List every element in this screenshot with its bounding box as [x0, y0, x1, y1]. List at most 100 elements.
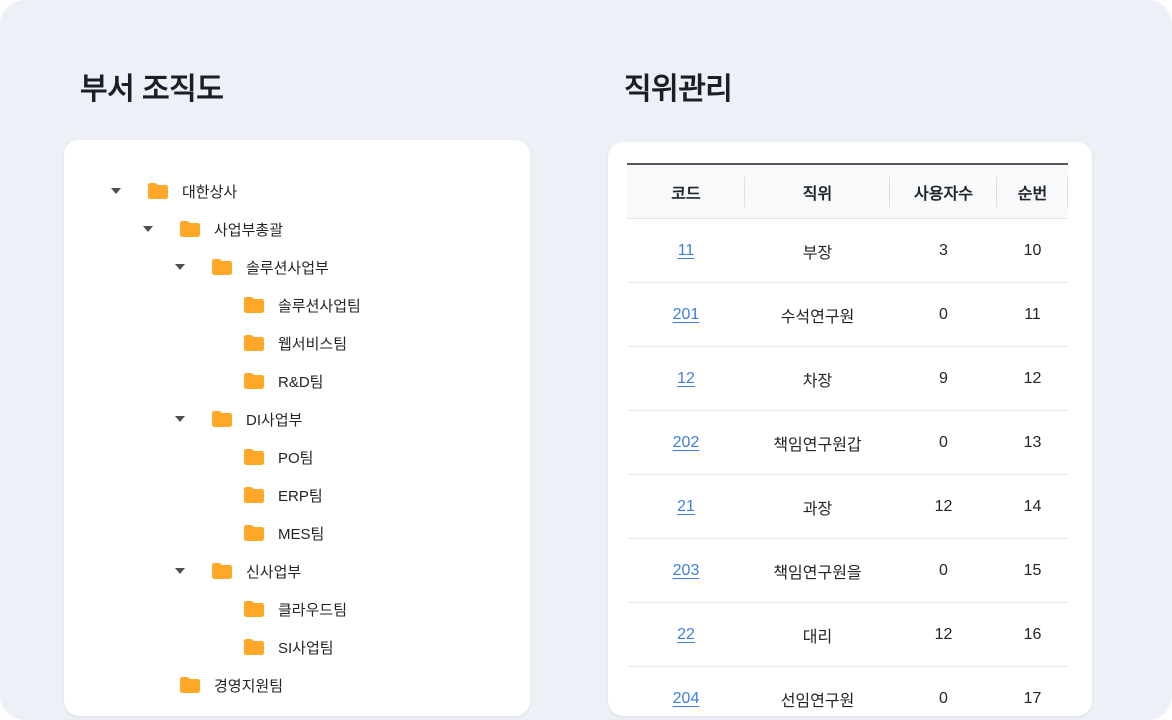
positions-table: 코드 직위 사용자수 순번 11 부장 3 10 201 수석연구원 0 11 12 …: [627, 163, 1068, 716]
tree-item[interactable]: SI사업팀: [64, 628, 530, 666]
table-cell-users: 0: [939, 689, 948, 707]
table-cell-code: 22: [627, 626, 745, 644]
table-cell-position: 대리: [802, 628, 833, 646]
table-cell-order: 10: [1023, 241, 1042, 259]
tree-item-label: PO팀: [278, 449, 314, 467]
table-row: 202 책임연구원갑 0 13: [627, 411, 1068, 475]
tree-item-label: 대한상사: [182, 183, 238, 201]
folder-icon: [244, 639, 264, 655]
table-cell-users: 3: [939, 241, 948, 259]
tree-item-label: MES팀: [278, 525, 325, 543]
table-cell-code: 12: [627, 370, 745, 388]
code-link[interactable]: 204: [672, 689, 700, 707]
tree-item-label: 신사업부: [246, 563, 302, 581]
folder-icon: [212, 563, 232, 579]
tree-item[interactable]: 경영지원팀: [64, 666, 530, 704]
tree-item-label: SI사업팀: [278, 639, 334, 657]
table-cell-position: 책임연구원갑: [773, 436, 862, 454]
table-cell-order: 16: [1023, 625, 1042, 643]
folder-icon: [244, 601, 264, 617]
table-cell-users: 9: [939, 369, 948, 387]
table-cell-users: 0: [939, 433, 948, 451]
caret-down-icon[interactable]: [172, 264, 188, 270]
table-cell-order: 11: [1024, 305, 1041, 323]
table-row: 12 차장 9 12: [627, 347, 1068, 411]
tree-item[interactable]: 대한상사: [64, 172, 530, 210]
table-row: 201 수석연구원 0 11: [627, 283, 1068, 347]
table-cell-users: 0: [939, 305, 948, 323]
table-cell-position: 부장: [802, 244, 833, 262]
tree-item[interactable]: 신사업부: [64, 552, 530, 590]
folder-icon: [180, 677, 200, 693]
department-tree: 대한상사 사업부총괄 솔루션사업부 솔루션사업팀: [64, 140, 530, 704]
folder-icon: [244, 297, 264, 313]
code-link[interactable]: 203: [672, 561, 700, 579]
code-link[interactable]: 11: [677, 241, 695, 259]
caret-down-icon[interactable]: [140, 226, 156, 232]
tree-item-label: 솔루션사업부: [246, 259, 329, 277]
table-row: 11 부장 3 10: [627, 219, 1068, 283]
table-cell-position: 차장: [802, 372, 833, 390]
tree-item[interactable]: R&D팀: [64, 362, 530, 400]
tree-item[interactable]: MES팀: [64, 514, 530, 552]
folder-icon: [212, 259, 232, 275]
table-cell-code: 11: [627, 242, 745, 260]
tree-item[interactable]: 클라우드팀: [64, 590, 530, 628]
folder-icon: [212, 411, 232, 427]
table-header-cell: 코드: [627, 180, 745, 204]
table-cell-position: 책임연구원을: [773, 564, 862, 582]
table-cell-order: 15: [1023, 561, 1042, 579]
code-link[interactable]: 21: [677, 497, 695, 515]
position-table-card: 코드 직위 사용자수 순번 11 부장 3 10 201 수석연구원 0 11 12 …: [608, 142, 1092, 716]
tree-item-label: ERP팀: [278, 487, 323, 505]
caret-down-icon[interactable]: [172, 416, 188, 422]
tree-item-label: 솔루션사업팀: [278, 297, 361, 315]
tree-item-label: 클라우드팀: [278, 601, 348, 619]
tree-item-label: R&D팀: [278, 373, 324, 391]
code-link[interactable]: 201: [672, 305, 700, 323]
table-header-cell: 직위: [745, 180, 890, 204]
caret-down-icon[interactable]: [108, 188, 124, 194]
table-cell-order: 13: [1023, 433, 1042, 451]
table-cell-code: 201: [627, 306, 745, 324]
folder-icon: [244, 449, 264, 465]
table-row: 204 선임연구원 0 17: [627, 667, 1068, 716]
folder-icon: [148, 183, 168, 199]
tree-item[interactable]: ERP팀: [64, 476, 530, 514]
table-header-cell: 순번: [997, 180, 1068, 204]
department-tree-card: 대한상사 사업부총괄 솔루션사업부 솔루션사업팀: [64, 140, 530, 716]
table-cell-position: 선임연구원: [780, 692, 855, 710]
table-header-row: 코드 직위 사용자수 순번: [627, 165, 1068, 219]
folder-icon: [244, 525, 264, 541]
table-cell-position: 수석연구원: [780, 308, 855, 326]
tree-item-label: 사업부총괄: [214, 221, 284, 239]
table-cell-order: 12: [1023, 369, 1042, 387]
table-header-cell: 사용자수: [890, 180, 997, 204]
code-link[interactable]: 22: [677, 625, 695, 643]
code-link[interactable]: 202: [672, 433, 700, 451]
tree-item[interactable]: 솔루션사업부: [64, 248, 530, 286]
table-cell-code: 21: [627, 498, 745, 516]
table-cell-position: 과장: [802, 500, 833, 518]
table-cell-users: 12: [934, 497, 953, 515]
tree-item-label: DI사업부: [246, 411, 303, 429]
table-cell-users: 0: [939, 561, 948, 579]
folder-icon: [244, 487, 264, 503]
tree-item[interactable]: 솔루션사업팀: [64, 286, 530, 324]
tree-item[interactable]: 웹서비스팀: [64, 324, 530, 362]
caret-down-icon[interactable]: [172, 568, 188, 574]
table-cell-users: 12: [934, 625, 953, 643]
tree-item[interactable]: DI사업부: [64, 400, 530, 438]
position-management-title: 직위관리: [624, 73, 733, 106]
table-cell-code: 203: [627, 562, 745, 580]
folder-icon: [244, 335, 264, 351]
code-link[interactable]: 12: [677, 369, 695, 387]
folder-icon: [244, 373, 264, 389]
tree-item-label: 웹서비스팀: [278, 335, 348, 353]
table-cell-code: 202: [627, 434, 745, 452]
table-cell-order: 14: [1023, 497, 1042, 515]
department-tree-title: 부서 조직도: [80, 73, 224, 106]
tree-item[interactable]: PO팀: [64, 438, 530, 476]
tree-item[interactable]: 사업부총괄: [64, 210, 530, 248]
